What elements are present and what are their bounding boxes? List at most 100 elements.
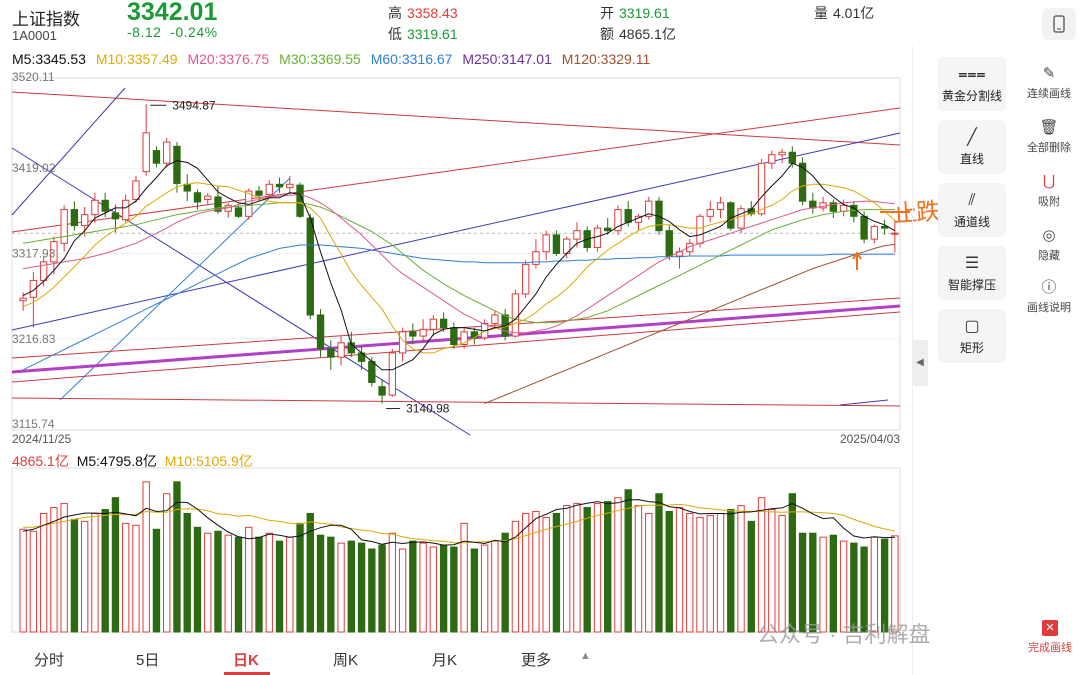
collapse-panel-button[interactable]: ◀ xyxy=(912,340,928,386)
volume-stat: 量 4.01亿 xyxy=(814,3,874,23)
pencil-icon: ✎ xyxy=(1042,65,1056,82)
candle-body xyxy=(450,327,458,346)
candle-body xyxy=(829,202,838,212)
volume-bar xyxy=(245,526,253,633)
support-resistance-tool-button[interactable]: ☰ 智能撑压 xyxy=(938,246,1006,300)
trendline xyxy=(11,132,901,331)
volume-bar xyxy=(614,497,622,633)
candle-body xyxy=(419,328,427,337)
channel-tool-button[interactable]: ⫽ 通道线 xyxy=(938,183,1006,237)
vol-ma10-label: M10:5105.9亿 xyxy=(164,453,253,469)
chevron-left-icon: ◀ xyxy=(916,357,924,368)
rectangle-tool-button[interactable]: ▢ 矩形 xyxy=(938,309,1006,363)
volume-bar xyxy=(368,548,376,633)
candle-body xyxy=(788,151,796,164)
delete-all-button[interactable]: 🗑 全部删除 xyxy=(1019,118,1079,156)
volume-bar xyxy=(255,536,263,633)
amount-value: 4865.1亿 xyxy=(619,26,676,42)
volume-bar xyxy=(132,524,140,633)
trendline xyxy=(839,399,889,406)
candle-body xyxy=(337,342,345,358)
annotation-arrowhead xyxy=(852,251,862,260)
volume-bar xyxy=(60,503,68,633)
candle-body xyxy=(521,263,530,295)
rectangle-label: 矩形 xyxy=(959,341,984,355)
last-price: 3342.01 xyxy=(127,0,218,26)
caret-up-icon[interactable]: ▲ xyxy=(580,650,591,662)
ma20-line xyxy=(23,193,895,334)
y-tick-label: 3419.02 xyxy=(12,161,56,175)
trendline xyxy=(11,397,901,407)
line-tool-button[interactable]: ╱ 直线 xyxy=(938,120,1006,174)
moving-averages xyxy=(22,160,896,404)
candle-body xyxy=(880,225,889,229)
volume-bar xyxy=(224,534,232,633)
tab-monthly[interactable]: 月K xyxy=(432,652,458,669)
candle-body xyxy=(593,227,602,249)
landscape-toggle-button[interactable] xyxy=(1042,8,1076,40)
channel-label: 通道线 xyxy=(953,215,990,229)
volume-bar xyxy=(265,532,273,633)
low-value: 3319.61 xyxy=(407,26,458,42)
volume-bar xyxy=(778,514,786,633)
candle-body xyxy=(255,190,263,196)
tab-intraday[interactable]: 分时 xyxy=(34,652,65,669)
candle-body xyxy=(275,183,284,188)
volume-bar xyxy=(439,544,448,633)
candle-body xyxy=(439,318,448,329)
candle-body xyxy=(624,209,632,223)
candle-body xyxy=(91,199,99,216)
candle-body xyxy=(409,331,417,337)
candle-body xyxy=(460,331,468,346)
trendline xyxy=(11,107,901,233)
kline-chart[interactable]: 3520.11 3419.02 3317.93 3216.83 3115.742024/… xyxy=(0,0,910,640)
hide-toggle-button[interactable]: ◎ 隐藏 xyxy=(1019,226,1079,264)
volume-moving-averages xyxy=(23,499,896,546)
watermark: 公众号 · 吉利解盘 xyxy=(757,622,931,647)
volume-bar xyxy=(306,512,314,633)
volume-bar xyxy=(809,532,817,633)
candle-body xyxy=(429,318,438,330)
candle-body xyxy=(686,242,694,253)
volume-bars xyxy=(19,481,899,633)
candle-body xyxy=(706,209,714,217)
finish-drawing-button[interactable]: ✕ 完成画线 xyxy=(1020,620,1080,656)
tab-more[interactable]: 更多 xyxy=(521,652,552,669)
tab-5day[interactable]: 5日 xyxy=(136,652,160,669)
amount-label: 额 xyxy=(600,26,614,42)
ma5-line xyxy=(22,160,896,371)
hide-label: 隐藏 xyxy=(1038,250,1060,262)
volume-bar xyxy=(347,540,355,633)
volume-bar xyxy=(111,497,120,633)
volume-bar xyxy=(798,532,807,633)
volume-bar xyxy=(470,548,479,633)
golden-ratio-tool-button[interactable]: ⩶ 黄金分割线 xyxy=(938,57,1006,111)
golden-ratio-icon: ⩶ xyxy=(958,66,986,83)
volume-label: 量 xyxy=(814,5,828,21)
price-change: -8.12 -0.24% xyxy=(127,24,218,40)
volume-bar xyxy=(409,540,417,633)
continuous-draw-button[interactable]: ✎ 连续画线 xyxy=(1019,64,1079,102)
volume-bar xyxy=(204,532,212,633)
volume-bar xyxy=(675,507,684,633)
volume-bar xyxy=(39,512,48,633)
volume-bar xyxy=(357,542,366,633)
volume-bar xyxy=(183,512,191,633)
axis-labels: 3520.11 3419.02 3317.93 3216.83 3115.742024/… xyxy=(12,70,900,446)
volume-bar xyxy=(757,497,766,633)
candle-body xyxy=(378,386,386,396)
candle-body xyxy=(768,154,776,164)
change-percent: -0.24% xyxy=(170,24,218,40)
open-stat: 开 3319.61 xyxy=(600,3,670,23)
tab-daily[interactable]: 日K xyxy=(233,652,259,669)
drawing-help-button[interactable]: ⓘ 画线说明 xyxy=(1019,278,1079,316)
candle-body xyxy=(234,207,243,217)
volume-bar xyxy=(327,536,335,633)
candle-body xyxy=(306,217,314,316)
candle-body xyxy=(39,261,48,281)
volume-bar xyxy=(286,536,294,633)
tab-weekly[interactable]: 周K xyxy=(333,652,359,669)
ma5-label: M5:3345.53 xyxy=(12,51,86,67)
magnet-toggle-button[interactable]: ⋃ 吸附 xyxy=(1019,172,1079,210)
volume-bar xyxy=(491,540,499,633)
